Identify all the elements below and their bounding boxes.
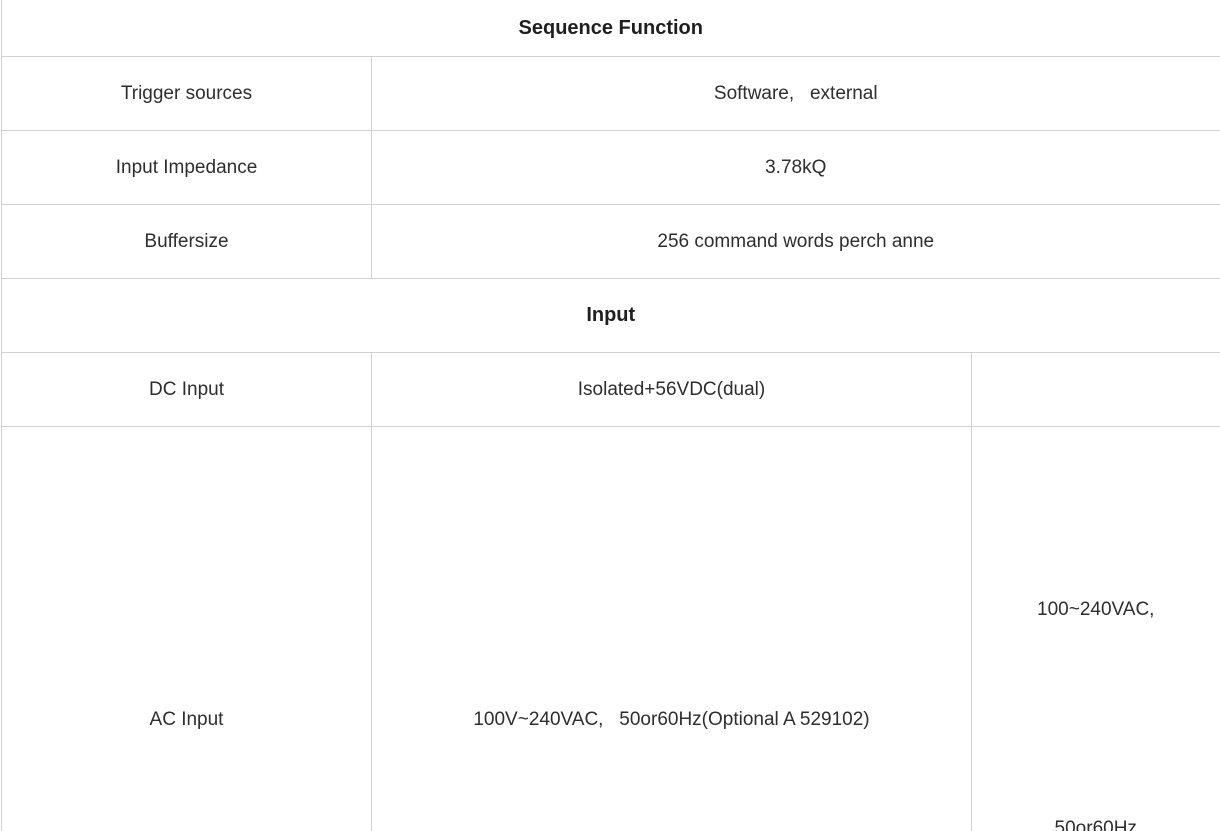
note-ac-input: 100~240VAC, 50or60Hz bbox=[971, 426, 1220, 831]
label-trigger-sources: Trigger sources bbox=[1, 56, 372, 131]
label-dc-input: DC Input bbox=[1, 352, 372, 427]
row-buffersize: Buffersize 256 command words perch anne bbox=[1, 204, 1220, 279]
label-ac-input: AC Input bbox=[1, 426, 372, 831]
row-trigger-sources: Trigger sources Software, external bbox=[1, 56, 1220, 131]
value-ac-input: 100V~240VAC, 50or60Hz(Optional A 529102) bbox=[371, 426, 972, 831]
section-header-input: Input bbox=[1, 278, 1220, 353]
value-input-impedance: 3.78kQ bbox=[371, 130, 1220, 205]
section-header-sequence-function: Sequence Function bbox=[1, 0, 1220, 57]
row-ac-input: AC Input 100V~240VAC, 50or60Hz(Optional … bbox=[1, 426, 1220, 831]
section-row-input: Input bbox=[1, 278, 1220, 353]
note-ac-input-line-2: 50or60Hz bbox=[1054, 818, 1137, 831]
value-trigger-sources: Software, external bbox=[371, 56, 1220, 131]
row-input-impedance: Input Impedance 3.78kQ bbox=[1, 130, 1220, 205]
note-ac-input-line-1: 100~240VAC, bbox=[1037, 599, 1155, 620]
value-dc-input: Isolated+56VDC(dual) bbox=[371, 352, 972, 427]
label-input-impedance: Input Impedance bbox=[1, 130, 372, 205]
row-dc-input: DC Input Isolated+56VDC(dual) bbox=[1, 352, 1220, 427]
label-buffersize: Buffersize bbox=[1, 204, 372, 279]
value-buffersize: 256 command words perch anne bbox=[371, 204, 1220, 279]
section-row-sequence-function: Sequence Function bbox=[1, 0, 1220, 57]
note-dc-input bbox=[971, 352, 1220, 427]
